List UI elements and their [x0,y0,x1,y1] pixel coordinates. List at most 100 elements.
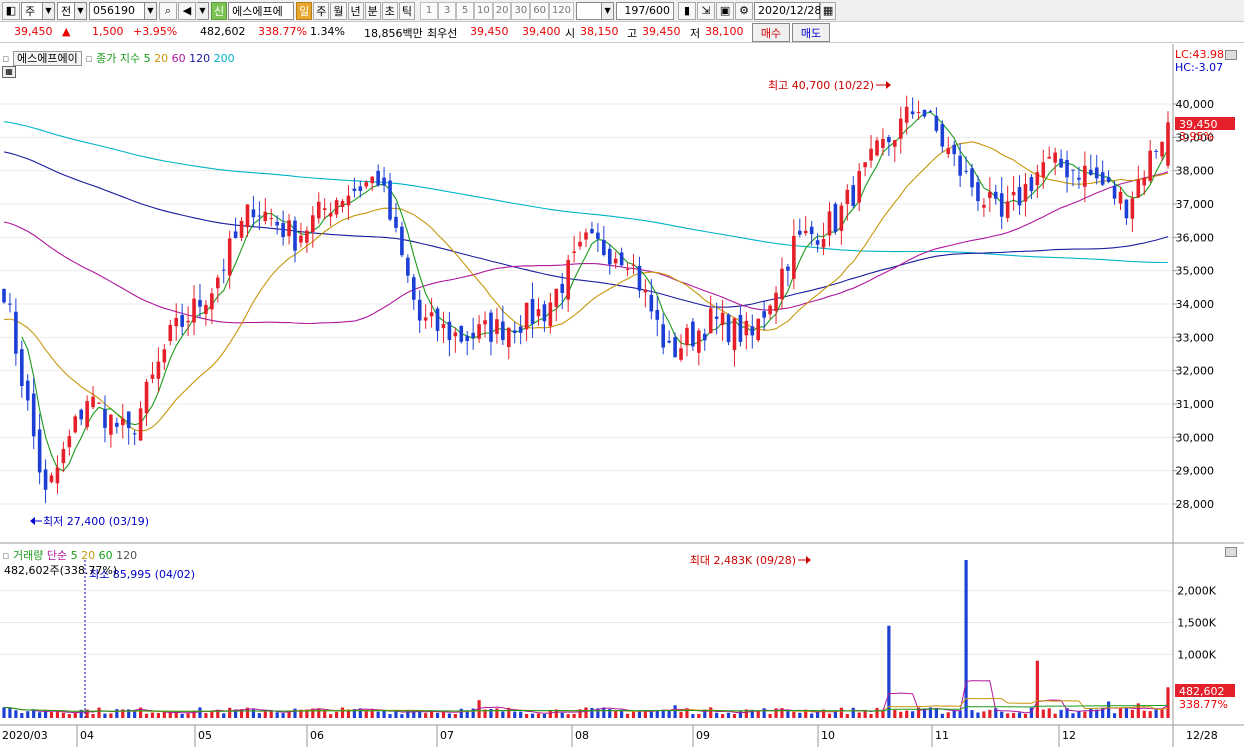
x-tick-label: 09 [696,729,710,742]
volume-bar [566,714,570,718]
vma120-legend: 120 [116,549,138,562]
chevron-down-icon[interactable]: ▼ [145,1,157,20]
volume-bar [79,709,83,718]
interval-input[interactable] [576,1,603,20]
candle-body [821,239,826,248]
calendar-icon[interactable]: ▦ [820,1,837,20]
last-pct-tag: 3.95% [1179,130,1214,143]
interval-tab-60[interactable]: 60 [530,1,549,20]
scope-select[interactable]: 전 [57,1,75,20]
price-legend-name[interactable]: 에스에프에이 [12,51,82,66]
vma60-line [3,704,1169,712]
period-tab-0[interactable]: 일 [296,1,313,20]
interval-tab-120[interactable]: 120 [548,1,575,20]
chart-settings-icon[interactable]: ▦ [2,66,16,78]
volume-bar [174,712,178,718]
chevron-down-icon[interactable]: ▼ [602,1,615,20]
chevron-down-icon[interactable]: ▼ [75,1,87,20]
gear-icon[interactable]: ⚙ [735,1,754,20]
period-tab-2[interactable]: 월 [330,1,347,20]
vma5-line [3,680,1169,714]
candle-body [631,264,636,266]
volume-bar [673,705,677,718]
candle-body [251,209,256,218]
candle-body [85,401,89,428]
period-tab-4[interactable]: 분 [364,1,381,20]
volume-bar [750,709,754,718]
volume-bar [1112,713,1117,718]
layout-icon[interactable]: ◧ [2,1,20,20]
max-price-label: 최고 40,700 (10/22) [768,79,874,92]
period-tab-3[interactable]: 년 [347,1,364,20]
candle-body [815,240,820,245]
type-select[interactable]: 주 [21,1,43,20]
save-icon[interactable]: ▣ [716,1,735,20]
volume-bar [1148,711,1152,718]
volume-bar [501,711,505,718]
min-arrow-head [30,517,35,525]
volume-bar [976,712,980,718]
volume-tick-label: 1,000K [1177,648,1216,661]
candle-body [501,321,505,341]
price-tick-label: 37,000 [1176,198,1215,211]
stock-chart[interactable]: 28,000 29,000 30,000 31,000 32,000 33,000 34,0… [0,44,1244,747]
candle-body [1017,187,1022,206]
candle-body [780,268,784,300]
volume-bar [144,713,149,718]
candle-body [20,349,24,387]
volume-value: 482,602 [200,25,246,38]
interval-tab-20[interactable]: 20 [492,1,512,20]
panel-expand-icon[interactable] [1225,50,1237,60]
volume-bar [91,713,95,718]
stock-code-input[interactable]: 056190 [89,1,145,20]
volume-bar [934,708,938,718]
candle-body [233,231,238,238]
volume-bar [1000,711,1004,718]
period-tab-6[interactable]: 틱 [398,1,415,20]
period-tab-1[interactable]: 주 [313,1,330,20]
interval-tab-1[interactable]: 1 [420,1,438,20]
last-price-tag: 39,450 [1179,118,1218,131]
volume-bar [1154,708,1158,718]
period-tab-5[interactable]: 초 [381,1,398,20]
volume-bar [323,710,327,718]
ma120-line [3,151,1169,308]
candle-body [1118,191,1123,204]
candle-body [691,321,695,347]
candle-body [370,176,375,184]
min-price-label: 최저 27,400 (03/19) [43,515,149,528]
candle-body [453,332,458,337]
candle-body [465,336,470,341]
interval-tab-3[interactable]: 3 [438,1,456,20]
scale-icon[interactable]: ⇲ [697,1,716,20]
bars-icon[interactable]: ▮ [678,1,697,20]
buy-button[interactable]: 매수 [752,23,790,42]
volume-bar [608,709,612,718]
candle-body [299,235,303,243]
interval-tab-10[interactable]: 10 [474,1,493,20]
count-field[interactable]: 197/600 [616,1,675,20]
interval-tab-30[interactable]: 30 [511,1,531,20]
candle-body [376,170,380,186]
volume-bar [150,712,155,718]
date-field[interactable]: 2020/12/28 [754,1,821,20]
volume-bar [198,707,202,718]
chevron-down-icon[interactable]: ▼ [197,1,209,20]
candle-body [554,288,559,307]
price-tick-label: 30,000 [1176,431,1215,444]
volume-bar [1059,709,1063,718]
volume-bar [1107,701,1111,718]
candle-body [673,337,677,358]
volume-bar [940,713,944,718]
candle-body [893,140,897,147]
volume-tick-label: 2,000K [1177,585,1216,598]
volume-bar [691,714,695,718]
sell-button[interactable]: 매도 [792,23,830,42]
interval-tab-5[interactable]: 5 [456,1,474,20]
x-tick-label: 12 [1062,729,1076,742]
speaker-icon[interactable]: ◀ [178,1,196,20]
volume-bar [299,709,303,718]
panel-expand-icon[interactable] [1225,547,1237,557]
chevron-down-icon[interactable]: ▼ [43,1,55,20]
search-icon[interactable]: ⌕ [159,1,177,20]
